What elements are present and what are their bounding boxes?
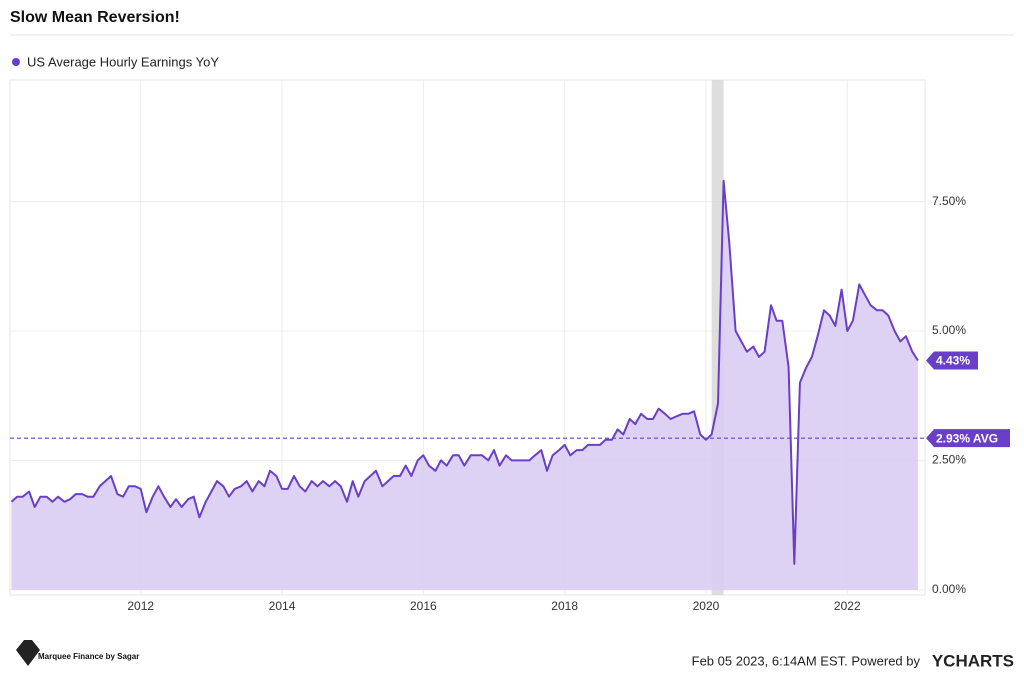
y-tick-label: 5.00% [932,323,966,337]
average-label: 2.93% AVG [936,431,998,445]
watermark: Marquee Finance by Sagar [38,652,139,661]
footer: Feb 05 2023, 6:14AM EST. Powered by [692,653,921,668]
average-badge [926,429,1010,448]
area [11,180,918,590]
legend-marker [12,58,20,66]
y-tick-label: 2.50% [932,453,966,467]
x-tick-label: 2012 [127,599,154,613]
brand: YCHARTS [932,651,1014,670]
x-tick-label: 2016 [410,599,437,613]
x-tick-label: 2022 [834,599,861,613]
plot [10,80,925,595]
x-tick-label: 2014 [269,599,296,613]
end-label: 4.43% [936,354,970,368]
plot-frame [9,79,926,596]
end-badge [926,351,978,370]
line [10,179,919,565]
watermark-icon [16,640,40,666]
x-tick-label: 2018 [551,599,578,613]
y-tick-label: 0.00% [932,582,966,596]
chart-title: Slow Mean Reversion! [10,9,180,26]
y-tick-label: 7.50% [932,194,966,208]
x-tick-label: 2020 [693,599,720,613]
legend-label[interactable]: US Average Hourly Earnings YoY [27,54,219,69]
